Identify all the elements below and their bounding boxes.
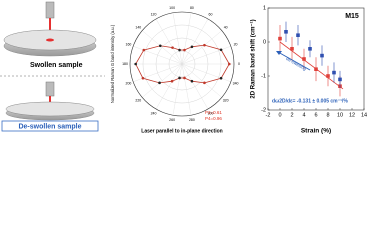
schematic: Swollen sample De-swollen sample: [0, 1, 105, 132]
polar-spoke: [181, 46, 231, 65]
polar-spoke: [133, 63, 183, 82]
polar-point: [203, 81, 206, 85]
polar-point: [183, 76, 186, 80]
polar-spoke: [181, 12, 192, 65]
polar-spoke: [172, 63, 183, 116]
chart-title: M15: [345, 13, 359, 20]
polar-point: [141, 76, 145, 80]
x-axis-label: Laser parallel to in-plane direction: [141, 128, 222, 134]
theta-tick-label: 0: [238, 62, 240, 66]
polar-point: [178, 48, 181, 52]
polar-spoke: [133, 46, 183, 65]
theta-tick-label: 80: [190, 6, 194, 10]
theta-tick-label: 260: [169, 118, 175, 122]
y-axis-label: 2D Raman band shift (cm⁻¹): [250, 19, 257, 98]
point: [308, 47, 312, 51]
theta-tick-label: 160: [126, 42, 132, 46]
polar-spoke: [142, 63, 183, 98]
y-tick-label: 1: [263, 5, 266, 11]
y-tick-label: -2: [261, 107, 266, 113]
y-axis-label: Normalized Raman G band intensity (a.u.): [110, 24, 115, 103]
theta-tick-label: 180: [122, 62, 128, 66]
x-tick-label: 12: [349, 112, 355, 118]
polar-point: [203, 43, 206, 47]
x-tick-label: 4: [302, 112, 305, 118]
theta-tick-label: 320: [223, 99, 229, 103]
point: [284, 30, 288, 34]
x-tick-label: 10: [337, 112, 343, 118]
polar-spoke: [181, 63, 192, 116]
theta-tick-label: 140: [135, 25, 141, 29]
theta-tick-label: 340: [233, 81, 239, 85]
polar-spoke: [155, 63, 183, 110]
point: [320, 53, 324, 58]
annotation: P4=0.96: [205, 116, 222, 121]
polar-spoke: [142, 30, 183, 65]
polar-spoke: [181, 30, 222, 65]
theta-tick-label: 20: [234, 42, 238, 46]
polar-spoke: [181, 63, 231, 82]
polar-point: [227, 62, 231, 66]
polar-point: [158, 44, 162, 48]
point: [326, 74, 330, 78]
polar-frame: [129, 11, 235, 117]
bottom-label: De-swollen sample: [18, 123, 81, 130]
x-tick-label: 6: [314, 112, 317, 118]
polar-spoke: [181, 63, 222, 98]
polar-point: [219, 48, 223, 52]
x-tick-label: 0: [278, 112, 281, 118]
x-axis-label: Strain (%): [301, 128, 331, 135]
x-tick-label: -2: [266, 112, 271, 118]
theta-tick-label: 60: [209, 13, 213, 17]
point: [296, 33, 300, 37]
polar-point: [183, 48, 186, 52]
theta-tick-label: 40: [224, 25, 228, 29]
theta-tick-label: 200: [126, 81, 132, 85]
point: [314, 67, 318, 71]
x-tick-label: 8: [326, 112, 329, 118]
x-tick-label: 14: [361, 112, 367, 118]
point: [290, 47, 294, 51]
polar-point: [190, 79, 194, 83]
annotation-arrow: [277, 51, 311, 71]
figure: Swollen sample De-swollen sample 0204060…: [0, 1, 367, 135]
polar-point: [190, 45, 194, 49]
polar-spoke: [181, 18, 209, 65]
annotation: P2=0.61: [205, 110, 222, 115]
polar-spoke: [155, 18, 183, 65]
theta-tick-label: 100: [169, 6, 175, 10]
polar-point: [219, 76, 223, 80]
polar-spoke: [181, 63, 209, 110]
polar-point: [170, 79, 174, 83]
theta-tick-label: 240: [151, 111, 157, 115]
point: [338, 77, 342, 82]
arrow-head: [276, 51, 282, 55]
point: [302, 57, 306, 61]
polar-point: [142, 48, 146, 52]
theta-tick-label: 120: [151, 13, 157, 17]
polar-point: [134, 62, 137, 66]
theta-tick-label: 280: [189, 118, 195, 122]
page: Swollen sample De-swollen sample 0 20 40 60…: [0, 1, 368, 135]
annotation: dω2D/dε= -0.131 ± 0.005 cm⁻¹/%: [272, 98, 348, 104]
point: [278, 36, 282, 41]
theta-tick-label: 300: [208, 111, 214, 115]
y-tick-label: -1: [261, 73, 266, 79]
x-tick-label: 2: [290, 112, 293, 118]
point: [332, 70, 336, 75]
polar-point: [178, 76, 181, 80]
theta-tick-label: 220: [135, 99, 141, 103]
y-tick-label: 0: [263, 39, 266, 45]
polar-point: [158, 81, 161, 85]
polar-spoke: [172, 12, 183, 65]
polar-point: [171, 46, 174, 49]
top-label: Swollen sample: [30, 62, 83, 69]
